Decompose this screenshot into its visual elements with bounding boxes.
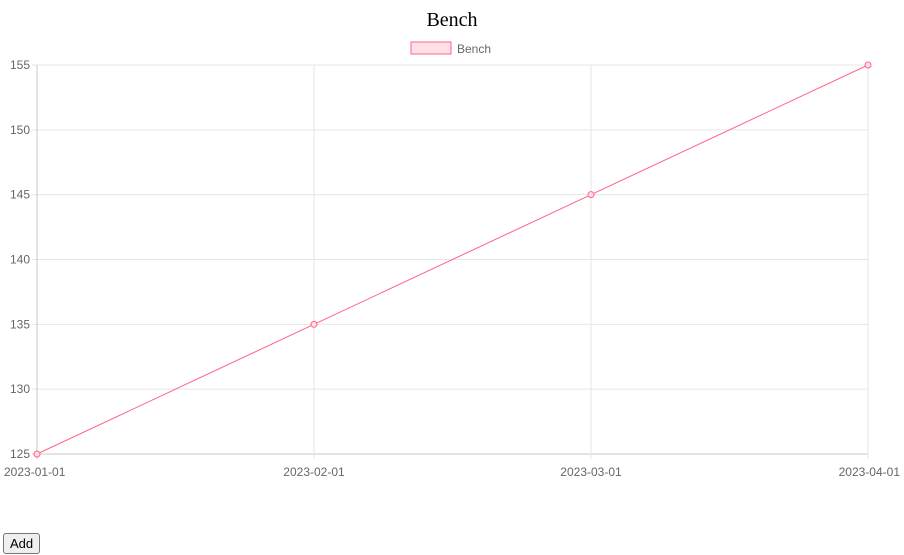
legend-swatch[interactable]: [410, 41, 452, 55]
y-tick-label: 130: [10, 382, 30, 396]
x-tick-label: 2023-04-01: [839, 465, 901, 479]
y-tick-label: 155: [10, 58, 30, 72]
series-lines: [36, 64, 869, 455]
axes: 125 130 135 140 145 150 155 2023-01-01 2023-02-0…: [4, 58, 900, 479]
x-tick-label: 2023-03-01: [560, 465, 622, 479]
data-points: [33, 61, 872, 458]
x-tick-label: 2023-02-01: [283, 465, 345, 479]
legend-label[interactable]: Bench: [457, 42, 491, 56]
data-point[interactable]: [33, 450, 41, 458]
line-chart: 125 130 135 140 145 150 155 2023-01-01 2023-02-0…: [4, 41, 900, 479]
legend[interactable]: Bench: [410, 41, 491, 56]
data-point[interactable]: [310, 320, 318, 328]
y-tick-label: 125: [10, 447, 30, 461]
y-tick-label: 140: [10, 253, 30, 267]
series-line: [36, 64, 869, 455]
y-tick-label: 150: [10, 123, 30, 137]
y-tick-label: 145: [10, 188, 30, 202]
data-point[interactable]: [864, 61, 872, 69]
y-tick-label: 135: [10, 317, 30, 331]
x-tick-label: 2023-01-01: [4, 465, 66, 479]
add-button[interactable]: Add: [3, 533, 41, 554]
data-point[interactable]: [587, 191, 595, 199]
gridlines: [32, 64, 869, 459]
chart-title: Bench: [426, 9, 478, 31]
